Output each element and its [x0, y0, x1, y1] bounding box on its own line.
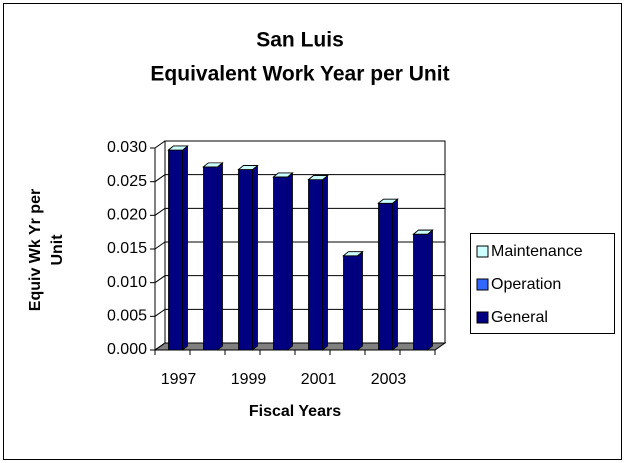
x-tick-label: 2003 — [371, 371, 407, 388]
chart-title: San Luis — [256, 29, 344, 52]
bar-front — [273, 176, 288, 351]
bar-side — [252, 164, 258, 351]
bar-top — [272, 172, 294, 178]
y-tick-label: 0.010 — [107, 274, 147, 291]
grid-line — [154, 241, 445, 250]
x-axis-title: Fiscal Years — [249, 403, 341, 420]
bar — [202, 162, 224, 168]
bar — [272, 172, 294, 351]
bar-top — [167, 145, 189, 151]
y-axis-title-line: Unit — [49, 234, 66, 266]
legend-box — [470, 233, 615, 334]
bar — [412, 229, 434, 351]
bar-top — [377, 198, 399, 204]
x-tick-label: 2001 — [301, 371, 337, 388]
bar-top — [237, 165, 259, 170]
bar — [342, 251, 364, 257]
bar — [412, 229, 434, 235]
bar — [202, 162, 224, 351]
bar-front — [343, 255, 358, 351]
legend-swatch — [476, 311, 489, 324]
bar-front — [308, 179, 323, 351]
bar — [272, 172, 294, 178]
bar — [237, 164, 259, 351]
grid-line — [154, 174, 445, 183]
floor — [153, 342, 447, 351]
x-tick-label: 1999 — [231, 371, 267, 388]
bar-side — [322, 174, 328, 351]
y-tick-label: 0.030 — [107, 139, 147, 156]
legend-label: General — [491, 309, 548, 326]
bar — [307, 174, 329, 351]
bar — [377, 198, 399, 351]
bar-side — [357, 250, 363, 351]
bar — [167, 145, 189, 151]
x-tick-label: 1997 — [161, 371, 197, 388]
bar-side — [287, 172, 293, 351]
bar-front — [168, 149, 183, 351]
y-tick-label: 0.025 — [107, 173, 147, 190]
bar-top — [342, 251, 364, 257]
legend-swatch — [476, 245, 489, 258]
bar-top — [307, 175, 329, 181]
y-tick-label: 0.000 — [107, 341, 147, 358]
grid-line — [154, 140, 445, 149]
bar — [342, 250, 364, 351]
bar — [167, 145, 189, 351]
bar-front — [378, 202, 393, 351]
bar — [307, 175, 329, 181]
y-axis-title-line: Equiv Wk Yr per — [27, 189, 44, 311]
bar-top — [202, 162, 224, 168]
bar-front — [238, 169, 253, 351]
legend-swatch — [476, 278, 489, 291]
bar-side — [427, 229, 433, 351]
y-tick-label: 0.005 — [107, 308, 147, 325]
bar — [237, 165, 259, 170]
bar-side — [217, 162, 223, 351]
y-tick-label: 0.015 — [107, 240, 147, 257]
bar-side — [392, 198, 398, 351]
bar-front — [413, 233, 428, 351]
bar-side — [182, 145, 188, 351]
bar-top — [412, 229, 434, 235]
grid-line — [154, 207, 445, 216]
bar-front — [203, 166, 218, 351]
chart-subtitle: Equivalent Work Year per Unit — [150, 63, 449, 86]
legend-label: Operation — [491, 276, 561, 293]
y-tick-label: 0.020 — [107, 207, 147, 224]
bar — [377, 198, 399, 204]
y-axis-title: Equiv Wk Yr per Unit — [27, 189, 66, 311]
legend-label: Maintenance — [491, 243, 583, 260]
